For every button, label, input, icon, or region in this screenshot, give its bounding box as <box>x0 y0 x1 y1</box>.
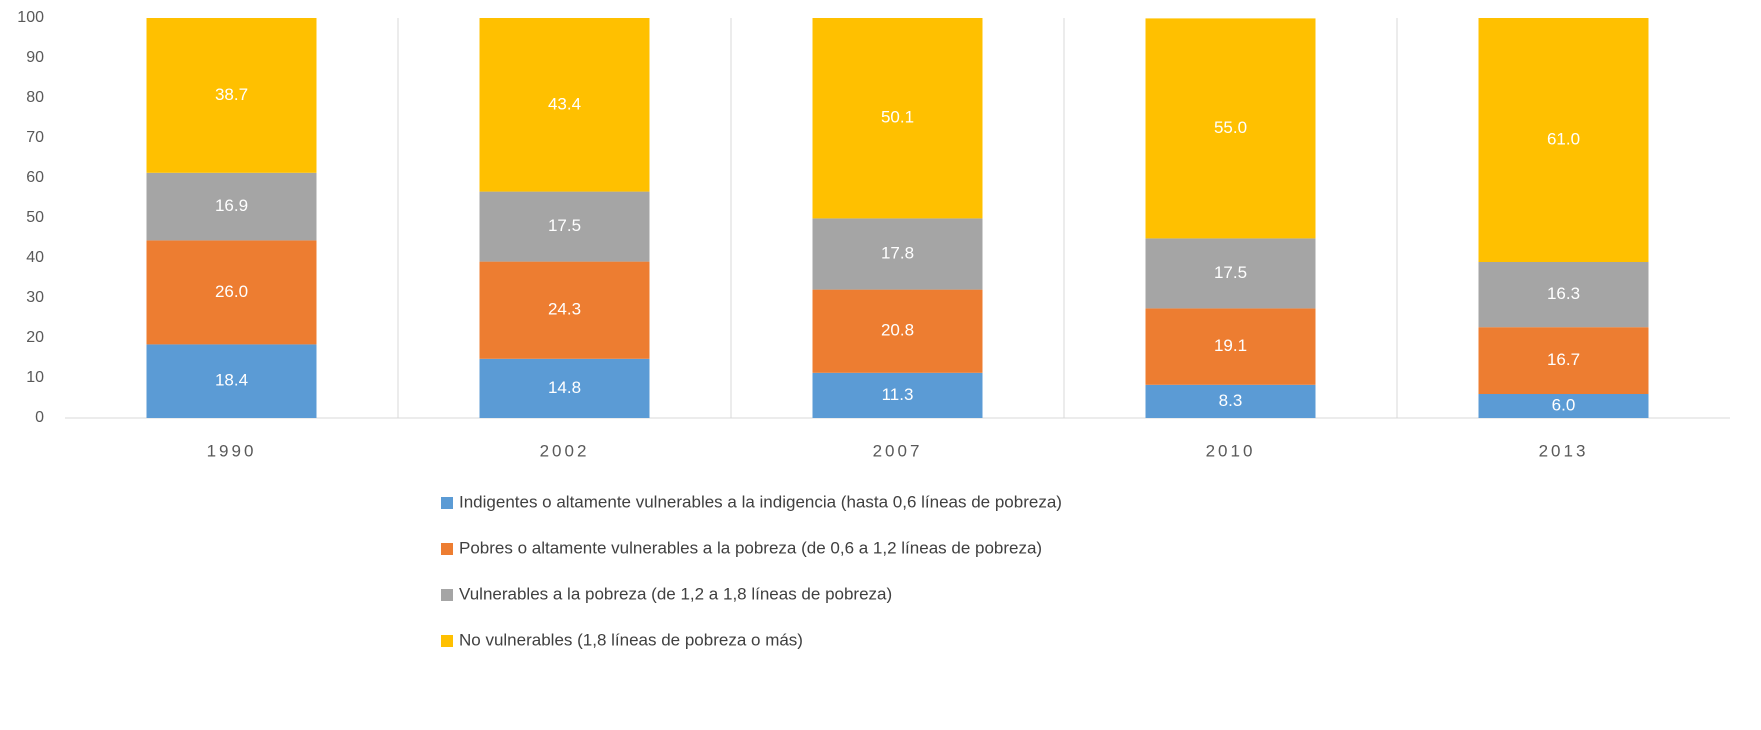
value-label: 11.3 <box>882 385 914 404</box>
bar-segment <box>146 344 317 418</box>
y-tick-label: 80 <box>26 89 44 106</box>
bar-segment <box>812 289 983 373</box>
y-tick-label: 70 <box>26 129 44 146</box>
value-label: 6.0 <box>1552 395 1576 414</box>
bar-segment <box>1145 384 1316 418</box>
y-tick-label: 40 <box>26 249 44 266</box>
y-tick-label: 30 <box>26 289 44 306</box>
bar-segment <box>1478 327 1649 394</box>
bar-segment <box>812 18 983 219</box>
legend-label: No vulnerables (1,8 líneas de pobreza o … <box>459 630 803 649</box>
value-label: 8.3 <box>1219 391 1243 410</box>
bar-segment <box>812 372 983 418</box>
value-label: 38.7 <box>215 85 248 104</box>
bar-segment <box>1478 18 1649 262</box>
bar-segment <box>1145 308 1316 385</box>
value-label: 43.4 <box>548 94 581 113</box>
bar-segment <box>1145 238 1316 309</box>
value-label: 55.0 <box>1214 118 1247 137</box>
y-tick-label: 100 <box>17 9 44 26</box>
value-label: 24.3 <box>548 300 581 319</box>
value-label: 20.8 <box>881 321 914 340</box>
bar-segment <box>1478 394 1649 418</box>
legend-swatch <box>441 589 453 601</box>
y-tick-label: 50 <box>26 209 44 226</box>
y-tick-label: 20 <box>26 329 44 346</box>
value-label: 61.0 <box>1547 129 1580 148</box>
bar-segment <box>479 18 650 192</box>
bar-segment <box>1145 18 1316 239</box>
y-tick-label: 90 <box>26 49 44 66</box>
y-tick-label: 60 <box>26 169 44 186</box>
bar-segment <box>479 261 650 359</box>
bar-segment <box>146 18 317 173</box>
x-tick-label: 2010 <box>1206 441 1256 460</box>
value-label: 50.1 <box>881 108 914 127</box>
value-label: 17.5 <box>1214 263 1247 282</box>
value-label: 14.8 <box>548 378 581 397</box>
x-tick-label: 2002 <box>540 441 590 460</box>
bar-segment <box>479 358 650 418</box>
legend-label: Pobres o altamente vulnerables a la pobr… <box>459 538 1042 557</box>
legend-swatch <box>441 497 453 509</box>
legend-label: Indigentes o altamente vulnerables a la … <box>459 492 1062 511</box>
value-label: 19.1 <box>1214 336 1247 355</box>
value-label: 16.9 <box>215 196 248 215</box>
x-tick-label: 2013 <box>1539 441 1589 460</box>
legend-label: Vulnerables a la pobreza (de 1,2 a 1,8 l… <box>459 584 892 603</box>
value-label: 18.4 <box>215 371 248 390</box>
y-tick-label: 0 <box>35 409 44 426</box>
value-label: 17.5 <box>548 216 581 235</box>
value-label: 16.7 <box>1547 350 1580 369</box>
legend-swatch <box>441 635 453 647</box>
bar-segment <box>146 172 317 241</box>
bar-segment <box>479 191 650 262</box>
value-label: 16.3 <box>1547 284 1580 303</box>
y-tick-label: 10 <box>26 369 44 386</box>
value-label: 26.0 <box>215 282 248 301</box>
bar-segment <box>146 240 317 345</box>
x-tick-label: 1990 <box>207 441 257 460</box>
value-label: 17.8 <box>881 243 914 262</box>
bar-segment <box>812 218 983 290</box>
bar-segment <box>1478 262 1649 328</box>
x-tick-label: 2007 <box>873 441 923 460</box>
legend-swatch <box>441 543 453 555</box>
